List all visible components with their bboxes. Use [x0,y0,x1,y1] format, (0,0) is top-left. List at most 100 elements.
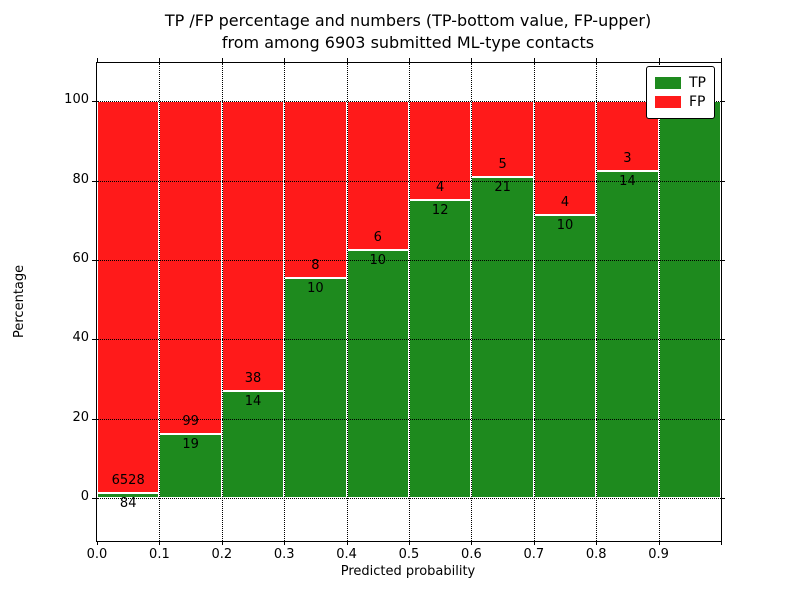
x-gridline [346,63,348,541]
x-tick-mark [471,541,473,545]
y-tick-mark [92,498,96,500]
x-gridline [596,63,598,541]
x-gridline [471,63,473,541]
y-tick-mark-right [721,180,725,182]
tp-bar-segment [409,200,472,499]
x-tick-mark-top [159,58,161,62]
x-gridline [284,63,286,541]
tp-bar-segment [533,214,597,499]
legend-item-fp: FP [655,94,706,110]
tp-bar-segment [658,101,721,499]
x-tick-label: 0.7 [523,547,545,562]
tp-count-label: 10 [307,280,324,296]
tp-count-label: 10 [556,217,574,233]
y-tick-label: 0 [80,489,89,505]
fp-count-label: 99 [182,414,199,430]
x-tick-mark-top [409,58,410,62]
x-tick-mark-top [284,58,286,62]
fp-count-label: 6 [373,229,382,245]
tp-bar-segment [471,177,534,499]
y-tick-label: 60 [72,250,89,266]
x-tick-mark [409,541,410,545]
y-tick-label: 80 [72,171,89,187]
fp-count-label: 6528 [111,473,145,489]
y-tick-mark-right [721,101,725,103]
chart-title-line-2: from among 6903 submitted ML-type contac… [221,33,595,52]
legend-item-tp: TP [655,75,706,91]
fp-bar-segment [221,101,285,392]
tp-bar-segment [159,434,222,499]
fp-bar-segment [471,101,534,178]
x-tick-mark-top [97,58,98,62]
y-tick-mark [92,339,96,341]
y-tick-label: 20 [72,409,89,425]
tp-count-label: 21 [494,180,511,196]
tp-count-label: 10 [369,252,387,268]
tp-bar-segment [596,171,659,499]
tp-count-label: 84 [119,496,137,512]
y-axis-label: Percentage [12,264,27,338]
fp-bar-segment [97,101,160,494]
tp-legend-label: TP [689,75,706,91]
fp-bar-segment [346,101,409,250]
fp-count-label: 4 [436,180,445,196]
x-tick-mark [658,541,660,545]
x-tick-mark-top [533,58,535,62]
y-tick-mark-right [721,339,725,341]
x-tick-mark-top [658,58,660,62]
x-tick-mark [284,541,286,545]
chart-title-line-1: TP /FP percentage and numbers (TP-bottom… [164,11,652,30]
x-tick-mark-top [221,58,223,62]
x-gridline [533,63,535,541]
tp-count-label: 14 [619,174,636,190]
tp-bar-segment [346,249,409,499]
x-tick-label: 0.8 [585,547,607,562]
fp-legend-label: FP [689,94,706,110]
y-tick-mark [92,180,96,182]
y-tick-mark-right [721,259,725,261]
x-tick-mark [721,541,722,545]
x-tick-mark [533,541,535,545]
x-tick-label: 0.1 [149,547,170,562]
fp-count-label: 4 [560,194,570,210]
x-axis-label: Predicted probability [340,564,476,579]
tp-count-label: 12 [431,203,449,219]
x-tick-label: 0.2 [211,547,233,562]
x-tick-mark [221,541,223,545]
x-tick-label: 0.3 [273,547,295,562]
y-tick-mark [92,101,96,103]
x-gridline [159,63,161,541]
tp-legend-swatch [655,77,681,89]
fp-legend-swatch [655,96,681,108]
x-tick-mark [159,541,161,545]
y-tick-mark-right [721,498,725,500]
fp-bar-segment [284,101,347,278]
x-tick-label: 0.9 [648,547,669,562]
tp-count-label: 19 [182,437,199,453]
y-tick-label: 40 [72,330,89,346]
tp-bar-segment [97,493,160,499]
plot-area: TP FP 6528849919381481061041252141031414… [64,58,725,562]
fp-count-label: 38 [244,371,262,387]
fp-count-label: 8 [311,257,320,273]
x-gridline [409,63,410,541]
x-tick-mark [97,541,98,545]
x-tick-mark-top [471,58,473,62]
x-tick-mark-top [346,58,348,62]
x-tick-label: 0.0 [86,547,108,562]
y-tick-label: 100 [64,92,89,108]
x-tick-mark [346,541,348,545]
fp-count-label: 5 [498,157,507,173]
x-tick-label: 0.5 [398,547,420,562]
x-tick-mark-top [596,58,598,62]
legend: TP FP [646,66,715,119]
x-tick-label: 0.6 [461,547,482,562]
x-tick-mark-top [721,58,722,62]
tp-count-label: 14 [244,394,262,410]
x-gridline [221,63,223,541]
x-tick-mark [596,541,598,545]
y-tick-mark-right [721,418,725,420]
x-tick-label: 0.4 [336,547,357,562]
fp-count-label: 3 [623,151,632,167]
